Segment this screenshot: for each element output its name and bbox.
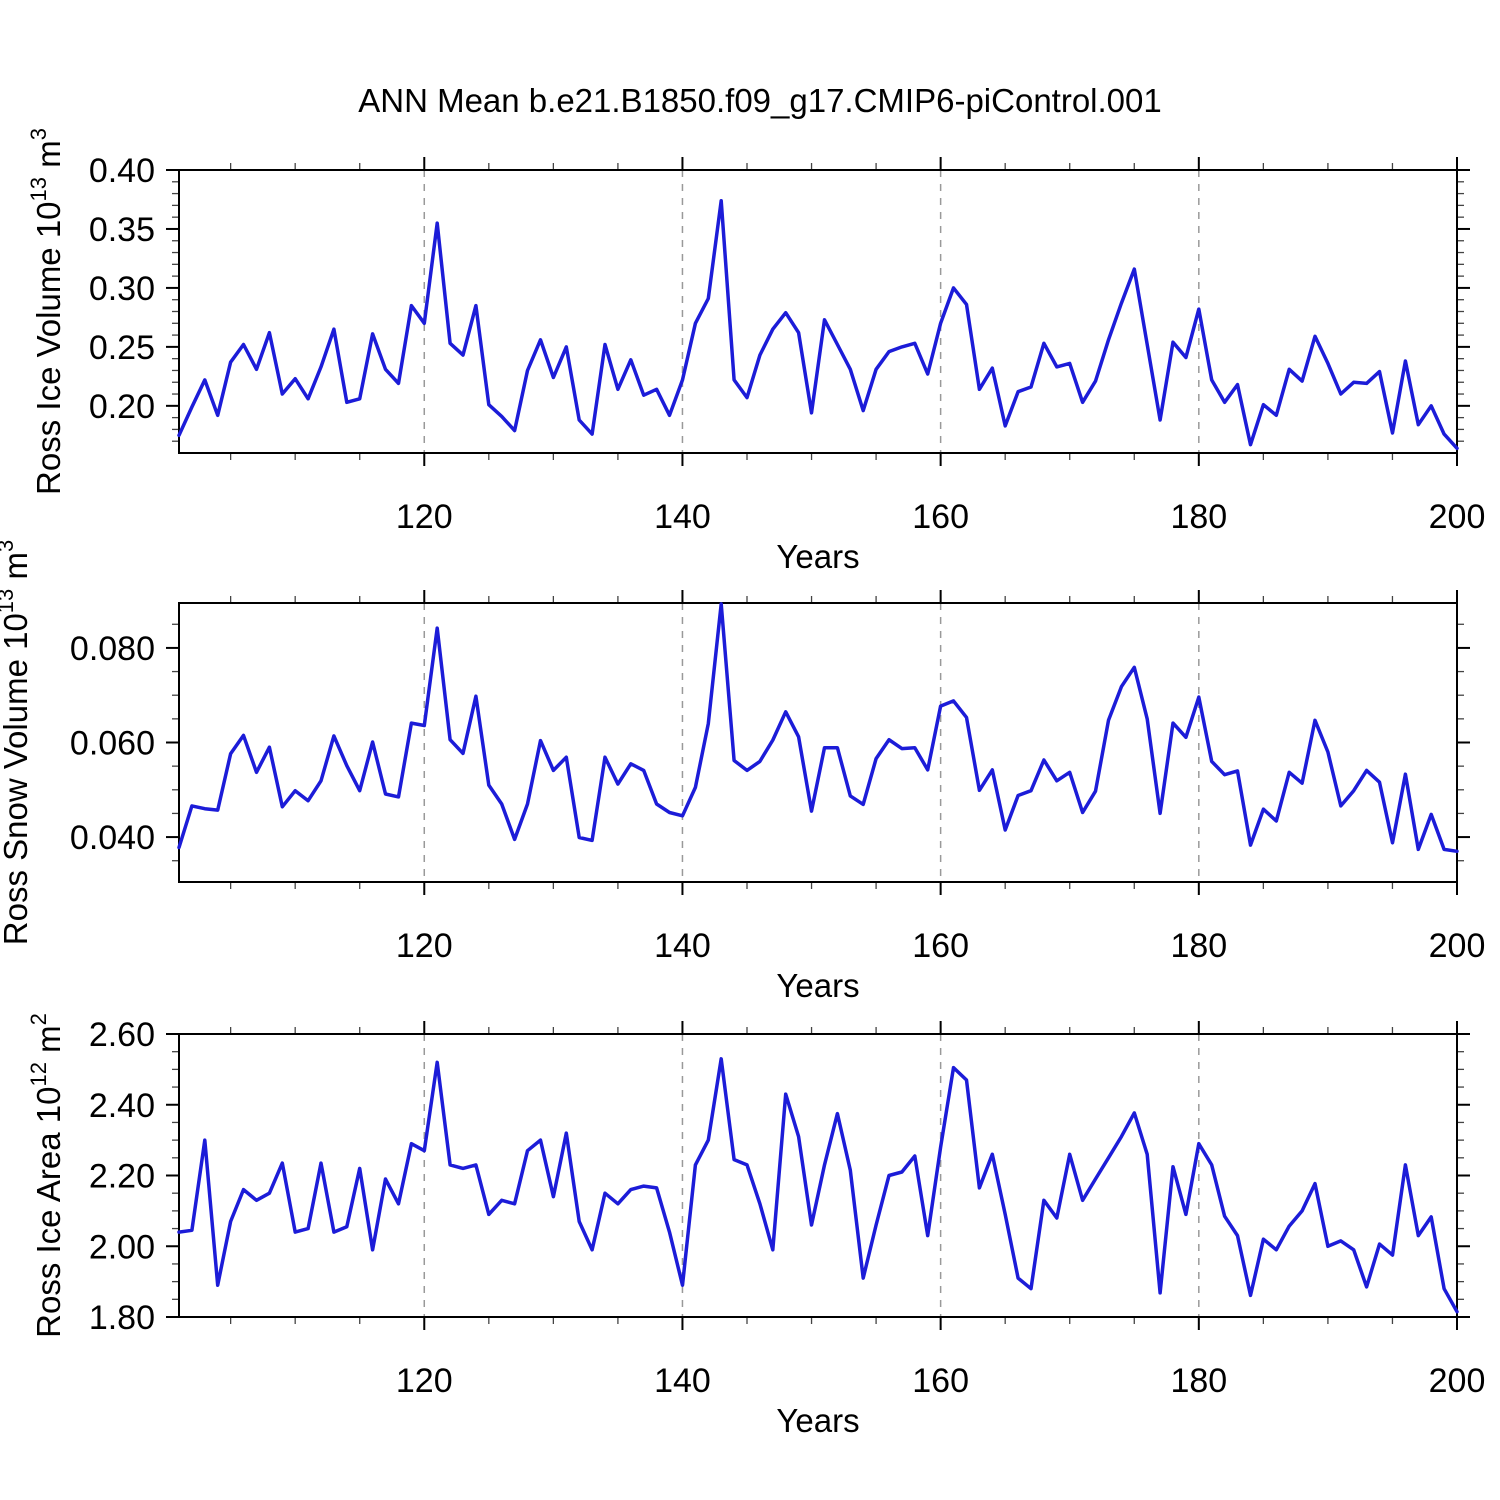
plot-frame — [178, 602, 1458, 883]
y-axis-title: Ross Ice Area 1012 m2 — [26, 1013, 67, 1338]
y-tick-label: 1.80 — [89, 1299, 155, 1337]
x-tick-label: 180 — [1170, 927, 1227, 965]
y-tick-label: 2.20 — [89, 1158, 155, 1196]
x-axis-title: Years — [776, 967, 859, 1004]
y-tick-label: 0.20 — [89, 388, 155, 426]
y-tick-label: 0.080 — [70, 630, 155, 668]
x-tick-label: 200 — [1429, 498, 1486, 536]
panel-ross-ice-volume-10-13-m-3: 0.20 0.25 0.30 0.35 0.40 120 140 160 180 200 Years… — [26, 128, 1485, 575]
chart-title: ANN Mean b.e21.B1850.f09_g17.CMIP6-piCon… — [358, 82, 1162, 119]
y-axis-title: Ross Snow Volume 1013 m3 — [0, 540, 34, 945]
x-tick-label: 160 — [912, 927, 969, 965]
y-tick-label: 2.40 — [89, 1087, 155, 1125]
x-tick-label: 160 — [912, 498, 969, 536]
x-tick-label: 200 — [1429, 1362, 1486, 1400]
y-tick-label: 2.00 — [89, 1228, 155, 1266]
panel-ross-snow-volume-10-13-m-3: 0.040 0.060 0.080 120 140 160 180 200 Years Ross … — [0, 540, 1485, 1004]
y-axis-title: Ross Ice Volume 1013 m3 — [26, 128, 67, 495]
x-tick-label: 140 — [654, 498, 711, 536]
x-tick-label: 200 — [1429, 927, 1486, 965]
x-tick-label: 140 — [654, 1362, 711, 1400]
y-tick-label: 0.25 — [89, 329, 155, 367]
x-tick-label: 120 — [396, 927, 453, 965]
y-tick-label: 2.60 — [89, 1016, 155, 1054]
plot-frame — [178, 1033, 1458, 1318]
y-tick-label: 0.30 — [89, 270, 155, 308]
x-tick-label: 120 — [396, 1362, 453, 1400]
y-tick-label: 0.040 — [70, 819, 155, 857]
series-line — [177, 1057, 1459, 1314]
y-tick-label: 0.060 — [70, 725, 155, 763]
y-tick-label: 0.35 — [89, 211, 155, 249]
x-axis-title: Years — [776, 538, 859, 575]
series-line — [177, 602, 1459, 854]
x-tick-label: 180 — [1170, 1362, 1227, 1400]
x-tick-label: 180 — [1170, 498, 1227, 536]
panel-ross-ice-area-10-12-m-2: 1.80 2.00 2.20 2.40 2.60 120 140 160 180 200 Years… — [26, 1013, 1485, 1439]
x-axis-title: Years — [776, 1402, 859, 1439]
series-line — [177, 198, 1459, 451]
x-tick-label: 140 — [654, 927, 711, 965]
plot-frame — [178, 169, 1458, 454]
y-tick-label: 0.40 — [89, 152, 155, 190]
x-tick-label: 120 — [396, 498, 453, 536]
x-tick-label: 160 — [912, 1362, 969, 1400]
